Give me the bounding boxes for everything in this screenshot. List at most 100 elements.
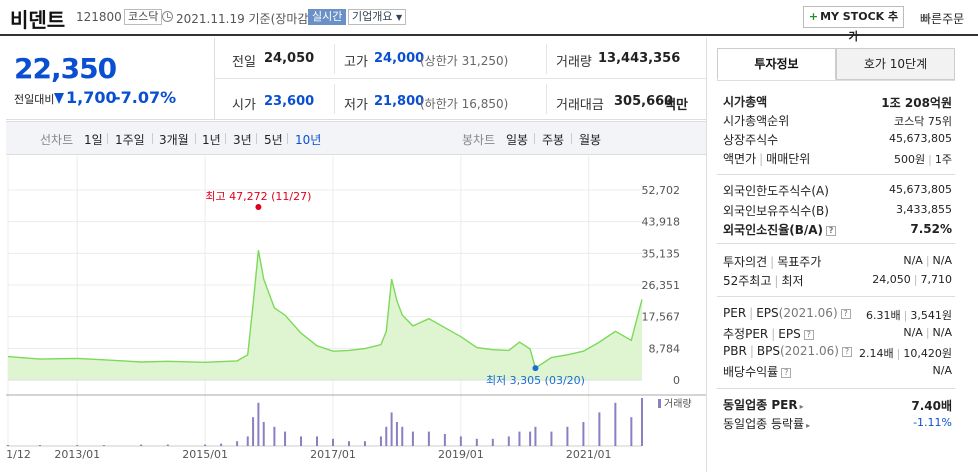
foreign-hold-value: 3,433,855: [896, 203, 952, 216]
x-tick-label: 2013/01: [54, 448, 100, 461]
y-tick-label: 17,567: [642, 311, 681, 324]
tab-10y[interactable]: 10년: [295, 133, 322, 147]
bps-label: BPS: [756, 344, 780, 358]
y-tick-label: 0: [673, 374, 680, 387]
per-label: PER: [723, 306, 747, 320]
pbr-label: PBR: [723, 344, 747, 358]
opinion-label: 투자의견: [723, 255, 768, 269]
divider: [546, 84, 547, 114]
high-label: 최고 47,272 (11/27): [205, 190, 311, 203]
market-cap-value: 1조 208억원: [881, 96, 952, 110]
invest-tabs: 투자정보 호가 10단계: [717, 48, 955, 80]
divider: [717, 388, 955, 389]
tab-daily[interactable]: 일봉: [506, 133, 529, 147]
volume-bar: [102, 445, 105, 446]
amount-value: 305,660: [614, 94, 674, 109]
per-eps-value: 6.31배 | 3,541원: [866, 309, 952, 322]
opinion-target-label: 투자의견 | 목표주가: [723, 255, 822, 269]
volume-bar: [220, 443, 223, 446]
per-value: 6.31배: [866, 309, 901, 322]
divider: [717, 243, 955, 244]
divider: [214, 38, 215, 120]
chevron-down-icon: ▼: [395, 13, 403, 22]
help-icon[interactable]: ?: [781, 367, 792, 378]
high-marker: [255, 204, 262, 210]
volume-bar: [204, 444, 207, 446]
low-marker: [532, 365, 539, 372]
divider: [225, 133, 226, 144]
amount-label: 거래대금: [556, 98, 604, 113]
volume-bar: [641, 398, 643, 446]
prev-change-label: 전일대비: [14, 93, 55, 106]
divider: [214, 78, 706, 79]
invest-info-panel: 투자정보 호가 10단계 시가총액 1조 208억원 시가총액순위 코스닥 75…: [706, 38, 978, 472]
stock-name: 비덴트: [10, 8, 66, 32]
volume-bar: [166, 444, 169, 446]
stock-code: 121800: [76, 10, 122, 24]
realtime-button[interactable]: 실시간: [308, 9, 347, 25]
down-arrow-icon: [54, 93, 64, 104]
tab-invest-info[interactable]: 투자정보: [717, 48, 836, 80]
add-mystock-button[interactable]: + MY STOCK 추가: [803, 6, 904, 43]
price-area: [8, 250, 642, 380]
listed-shares-label: 상장주식수: [723, 133, 779, 147]
volume-value: 13,443,356: [598, 51, 681, 66]
quick-order-link[interactable]: 빠른주문: [920, 12, 965, 26]
price-chart-svg: 52,702 43,918 35,135 26,351 17,567 8,784 0 2011…: [0, 156, 706, 461]
open-label: 시가: [232, 98, 256, 113]
help-icon[interactable]: ?: [840, 308, 851, 319]
tab-1d[interactable]: 1일: [84, 133, 103, 147]
volume-bar: [76, 445, 79, 446]
tab-orderbook[interactable]: 호가 10단계: [836, 48, 955, 80]
volume-bar: [379, 436, 382, 446]
x-tick-label: 2021/01: [566, 448, 612, 461]
price-summary: 22,350 전일대비 1,700 -7.07% 전일 24,050 고가 24…: [6, 38, 706, 120]
upper-limit: (상한가 31,250): [420, 54, 509, 68]
low-label: 최저 3,305 (03/20): [486, 374, 585, 387]
par-lot-label: 액면가 | 매매단위: [723, 152, 811, 166]
divider: [334, 44, 335, 74]
volume-bar: [347, 441, 350, 446]
tab-5y[interactable]: 5년: [264, 133, 283, 147]
volume-bar: [316, 436, 319, 446]
add-mystock-label: MY STOCK 추가: [820, 10, 899, 43]
sector-per-value: 7.40배: [911, 399, 952, 413]
x-tick-label: 2019/01: [438, 448, 484, 461]
volume-bar: [598, 412, 601, 446]
company-overview-dropdown[interactable]: 기업개요 ▼: [348, 9, 407, 25]
low-value: 21,800: [374, 94, 425, 109]
price-chart[interactable]: 52,702 43,918 35,135 26,351 17,567 8,784 0 2011…: [0, 156, 706, 472]
help-icon[interactable]: ?: [803, 329, 814, 340]
volume-legend: 거래량: [664, 398, 692, 410]
help-icon[interactable]: ?: [841, 346, 852, 357]
tab-weekly[interactable]: 주봉: [542, 133, 565, 147]
sector-change-value: -1.11%: [913, 416, 952, 429]
tab-1y[interactable]: 1년: [202, 133, 221, 147]
volume-bar: [550, 431, 553, 446]
divider: [717, 174, 955, 175]
divider: [107, 133, 108, 144]
amount-unit: 백만: [664, 98, 688, 113]
volume-bar: [140, 444, 143, 446]
foreign-ratio-text: 외국인소진율(B/A): [723, 223, 824, 237]
market-cap-rank-value: 코스닥 75위: [894, 115, 952, 128]
volume-bar: [257, 402, 260, 446]
per-date: (2021.06): [778, 306, 838, 320]
sector-change-text: 동일업종 등락률: [723, 417, 805, 431]
x-tick-label: 2015/01: [182, 448, 228, 461]
dividend-label: 배당수익률?: [723, 363, 792, 380]
tab-3m[interactable]: 3개월: [159, 133, 189, 147]
help-icon[interactable]: ?: [826, 225, 837, 236]
change-percent: -7.07%: [114, 88, 177, 107]
divider: [256, 133, 257, 144]
volume-bar: [390, 412, 393, 446]
high-label: 고가: [344, 55, 368, 70]
y-tick-label: 52,702: [642, 184, 681, 197]
w52-label: 52주최고 | 최저: [723, 274, 804, 288]
high-value: 24,000: [374, 51, 425, 66]
tab-monthly[interactable]: 월봉: [579, 133, 602, 147]
tab-1w[interactable]: 1주일: [115, 133, 145, 147]
tab-3y[interactable]: 3년: [233, 133, 252, 147]
w52-value: 24,050 | 7,710: [872, 273, 952, 286]
volume-bar: [395, 422, 398, 446]
